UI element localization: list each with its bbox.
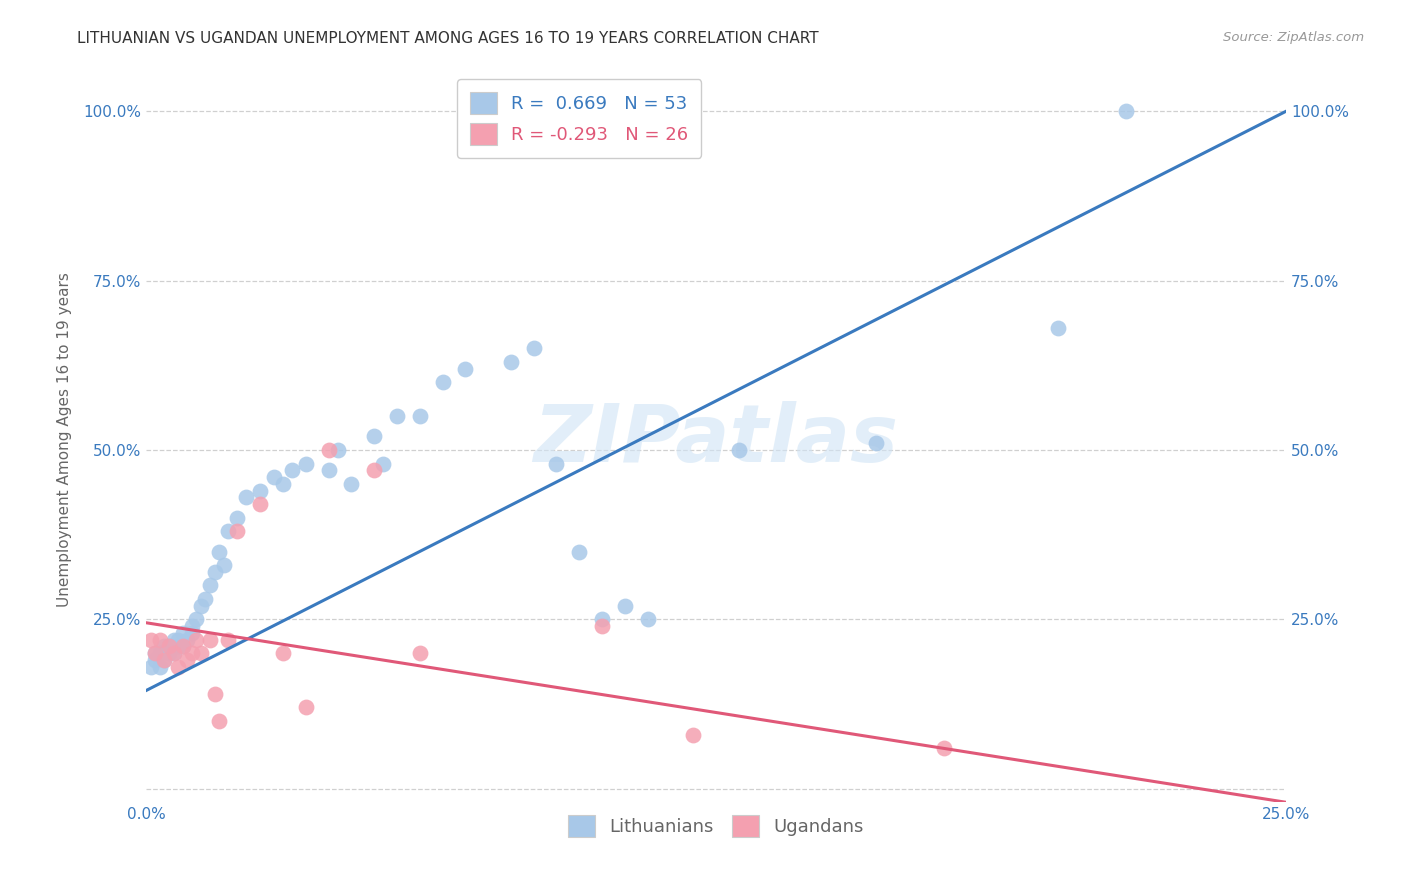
Point: [271, 476, 294, 491]
Point: [186, 612, 208, 626]
Point: [153, 653, 176, 667]
Point: [340, 476, 363, 491]
Point: [499, 355, 522, 369]
Point: [204, 565, 226, 579]
Point: [432, 376, 454, 390]
Point: [167, 632, 190, 647]
Point: [409, 646, 432, 660]
Point: [217, 632, 239, 647]
Point: [186, 632, 208, 647]
Point: [139, 660, 162, 674]
Point: [180, 626, 202, 640]
Text: ZIPatlas: ZIPatlas: [533, 401, 898, 479]
Point: [172, 626, 194, 640]
Point: [591, 619, 613, 633]
Y-axis label: Unemployment Among Ages 16 to 19 years: Unemployment Among Ages 16 to 19 years: [58, 272, 72, 607]
Point: [167, 640, 190, 654]
Point: [198, 632, 221, 647]
Point: [546, 457, 568, 471]
Point: [172, 640, 194, 654]
Point: [1115, 104, 1137, 119]
Point: [226, 510, 249, 524]
Point: [162, 646, 184, 660]
Point: [591, 612, 613, 626]
Point: [1046, 321, 1069, 335]
Point: [153, 640, 176, 654]
Text: Source: ZipAtlas.com: Source: ZipAtlas.com: [1223, 31, 1364, 45]
Point: [143, 653, 166, 667]
Point: [172, 640, 194, 654]
Point: [226, 524, 249, 539]
Point: [294, 700, 316, 714]
Point: [180, 619, 202, 633]
Point: [682, 727, 704, 741]
Point: [294, 457, 316, 471]
Point: [932, 741, 955, 756]
Point: [162, 632, 184, 647]
Point: [318, 463, 340, 477]
Point: [281, 463, 304, 477]
Legend: Lithuanians, Ugandans: Lithuanians, Ugandans: [561, 807, 872, 844]
Point: [208, 544, 231, 558]
Point: [143, 646, 166, 660]
Point: [149, 660, 172, 674]
Point: [865, 436, 887, 450]
Point: [271, 646, 294, 660]
Point: [208, 714, 231, 728]
Point: [454, 361, 477, 376]
Point: [568, 544, 591, 558]
Point: [176, 632, 198, 647]
Point: [194, 592, 217, 607]
Point: [198, 578, 221, 592]
Point: [385, 409, 408, 424]
Point: [727, 443, 749, 458]
Point: [326, 443, 349, 458]
Point: [363, 463, 385, 477]
Point: [153, 653, 176, 667]
Point: [157, 640, 180, 654]
Point: [249, 497, 271, 511]
Point: [157, 640, 180, 654]
Point: [613, 599, 636, 613]
Point: [235, 491, 257, 505]
Point: [637, 612, 659, 626]
Point: [523, 342, 546, 356]
Point: [190, 599, 212, 613]
Point: [373, 457, 395, 471]
Point: [204, 687, 226, 701]
Point: [263, 470, 285, 484]
Point: [143, 646, 166, 660]
Text: LITHUANIAN VS UGANDAN UNEMPLOYMENT AMONG AGES 16 TO 19 YEARS CORRELATION CHART: LITHUANIAN VS UGANDAN UNEMPLOYMENT AMONG…: [77, 31, 818, 46]
Point: [157, 646, 180, 660]
Point: [139, 632, 162, 647]
Point: [149, 646, 172, 660]
Point: [176, 653, 198, 667]
Point: [162, 646, 184, 660]
Point: [363, 429, 385, 443]
Point: [318, 443, 340, 458]
Point: [167, 660, 190, 674]
Point: [180, 646, 202, 660]
Point: [149, 632, 172, 647]
Point: [212, 558, 235, 573]
Point: [190, 646, 212, 660]
Point: [409, 409, 432, 424]
Point: [249, 483, 271, 498]
Point: [217, 524, 239, 539]
